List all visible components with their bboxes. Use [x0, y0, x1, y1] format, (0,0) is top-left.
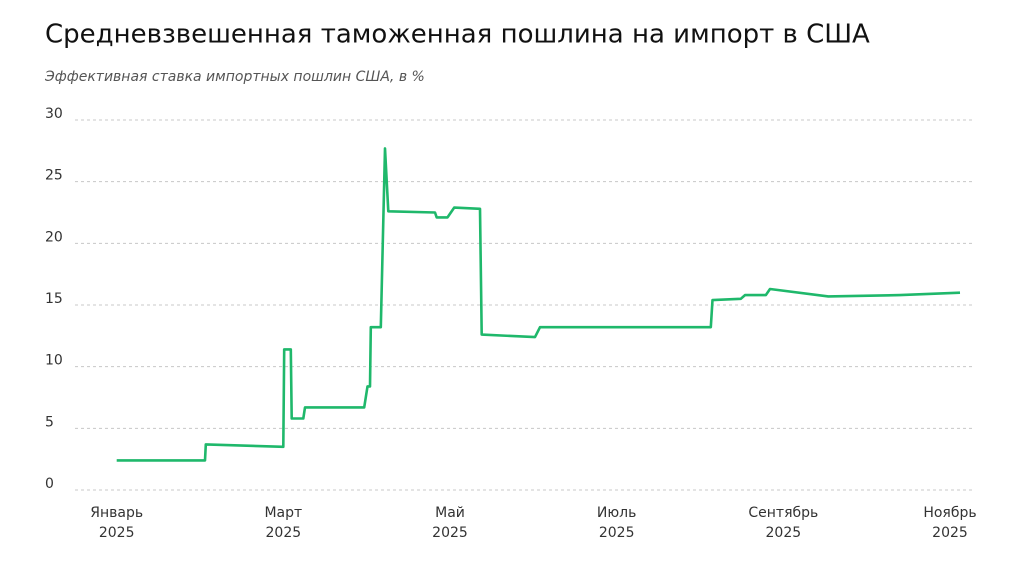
- y-tick-label: 15: [45, 291, 63, 307]
- y-tick-label: 5: [45, 414, 54, 430]
- y-tick-label: 20: [45, 229, 63, 245]
- x-tick-label: Январь 2025: [90, 505, 143, 541]
- data-line: [116, 147, 961, 462]
- chart-subtitle: Эффективная ставка импортных пошлин США,…: [44, 69, 425, 85]
- y-tick-label: 10: [45, 353, 63, 369]
- y-tick-label: 30: [45, 106, 63, 122]
- x-tick-label: Ноябрь 2025: [923, 505, 976, 541]
- y-tick-label: 0: [45, 476, 54, 492]
- x-tick-label: Май 2025: [432, 505, 468, 541]
- y-tick-label: 25: [45, 168, 63, 184]
- x-tick-label: Сентябрь 2025: [748, 505, 818, 541]
- x-tick-label: Март 2025: [264, 505, 302, 541]
- chart-title: Средневзвешенная таможенная пошлина на и…: [45, 20, 870, 50]
- x-tick-label: Июль 2025: [597, 505, 636, 541]
